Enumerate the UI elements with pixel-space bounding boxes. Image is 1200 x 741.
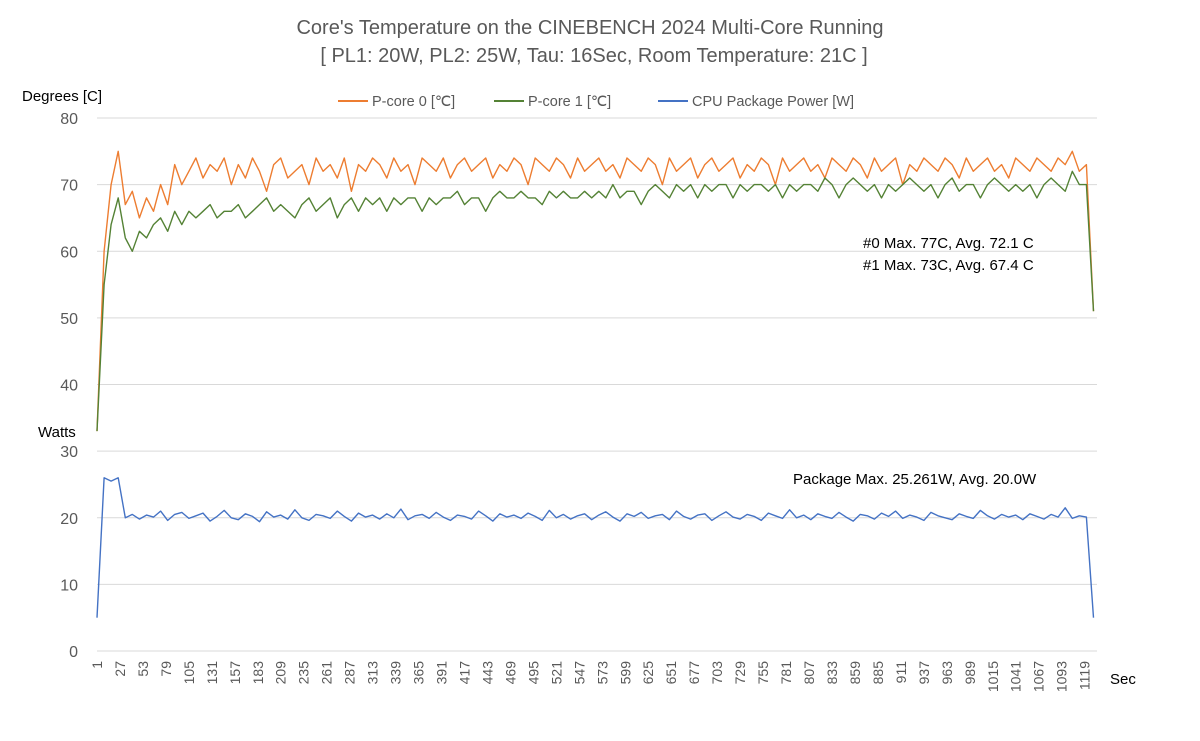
x-axis-label: Sec: [1110, 671, 1136, 688]
y-tick-label: 20: [60, 511, 78, 528]
y-tick-label: 30: [60, 444, 78, 461]
x-tick-label: 547: [571, 661, 587, 685]
x-tick-label: 391: [434, 661, 450, 685]
x-tick-label: 1119: [1077, 661, 1093, 690]
x-tick-label: 365: [411, 661, 427, 685]
x-tick-label: 495: [525, 661, 541, 685]
x-tick-label: 1067: [1031, 661, 1047, 692]
legend-label-p-core-0: P-core 0 [℃]: [372, 94, 455, 110]
x-tick-label: 53: [135, 661, 151, 677]
x-tick-label: 339: [388, 661, 404, 685]
x-tick-label: 859: [847, 661, 863, 685]
y-tick-label: 60: [60, 244, 78, 261]
y-tick-label: 80: [60, 111, 78, 128]
x-tick-label: 287: [342, 661, 358, 685]
x-tick-label: 755: [755, 661, 771, 685]
series-line-0: [96, 150, 1095, 432]
y-tick-labels: 0 10 20 30 40 50 60 70 80: [60, 111, 78, 661]
x-tick-label: 105: [181, 661, 197, 685]
x-tick-label: 183: [250, 661, 266, 685]
annotation-core0-stats: #0 Max. 77C, Avg. 72.1 C: [863, 235, 1034, 252]
x-tick-label: 833: [824, 661, 840, 685]
x-tick-label: 79: [158, 661, 174, 677]
x-tick-label: 937: [916, 661, 932, 685]
y-tick-label: 0: [69, 644, 78, 661]
x-tick-label: 963: [939, 661, 955, 685]
x-tick-labels: 1 27 53 79 105 131 157 183 209 235 261 287 313 339 365…: [89, 661, 1093, 692]
x-tick-label: 677: [686, 661, 702, 685]
chart-title: Core's Temperature on the CINEBENCH 2024…: [296, 17, 883, 39]
x-tick-label: 131: [204, 661, 220, 685]
x-tick-label: 521: [548, 661, 564, 685]
series-lines: [96, 150, 1095, 618]
y-tick-label: 40: [60, 378, 78, 395]
y-tick-label: 70: [60, 178, 78, 195]
x-tick-label: 807: [801, 661, 817, 685]
x-tick-label: 313: [365, 661, 381, 685]
x-tick-label: 157: [227, 661, 243, 685]
series-line-2: [96, 477, 1095, 618]
x-tick-label: 209: [273, 661, 289, 685]
annotation-package-stats: Package Max. 25.261W, Avg. 20.0W: [793, 471, 1037, 488]
x-tick-label: 261: [319, 661, 335, 685]
x-tick-label: 1041: [1008, 661, 1024, 692]
legend-label-p-core-1: P-core 1 [℃]: [528, 94, 611, 110]
gridlines: [97, 117, 1097, 652]
x-tick-label: 625: [640, 661, 656, 685]
y-tick-label: 10: [60, 577, 78, 594]
series-line-1: [96, 170, 1095, 432]
x-tick-label: 235: [296, 661, 312, 685]
chart-subtitle: [ PL1: 20W, PL2: 25W, Tau: 16Sec, Room T…: [320, 45, 867, 67]
x-tick-label: 989: [962, 661, 978, 685]
x-tick-label: 469: [502, 661, 518, 685]
y-tick-label: 50: [60, 311, 78, 328]
x-tick-label: 729: [732, 661, 748, 685]
x-tick-label: 27: [112, 661, 128, 677]
x-tick-label: 1: [89, 661, 105, 669]
x-tick-label: 911: [893, 661, 909, 684]
legend: P-core 0 [℃] P-core 1 [℃] CPU Package Po…: [338, 94, 854, 110]
x-tick-label: 599: [617, 661, 633, 685]
legend-label-cpu-package-power: CPU Package Power [W]: [692, 94, 854, 110]
annotation-core1-stats: #1 Max. 73C, Avg. 67.4 C: [863, 257, 1034, 274]
x-tick-label: 1093: [1054, 661, 1070, 692]
x-tick-label: 417: [456, 661, 472, 685]
y-axis-label-watts: Watts: [38, 424, 76, 441]
x-tick-label: 703: [709, 661, 725, 685]
x-tick-label: 443: [479, 661, 495, 685]
x-tick-label: 885: [870, 661, 886, 685]
x-tick-label: 781: [778, 661, 794, 685]
x-tick-label: 1015: [985, 661, 1001, 692]
x-tick-label: 651: [663, 661, 679, 685]
y-axis-label-degrees: Degrees [C]: [22, 88, 102, 105]
x-tick-label: 573: [594, 661, 610, 685]
